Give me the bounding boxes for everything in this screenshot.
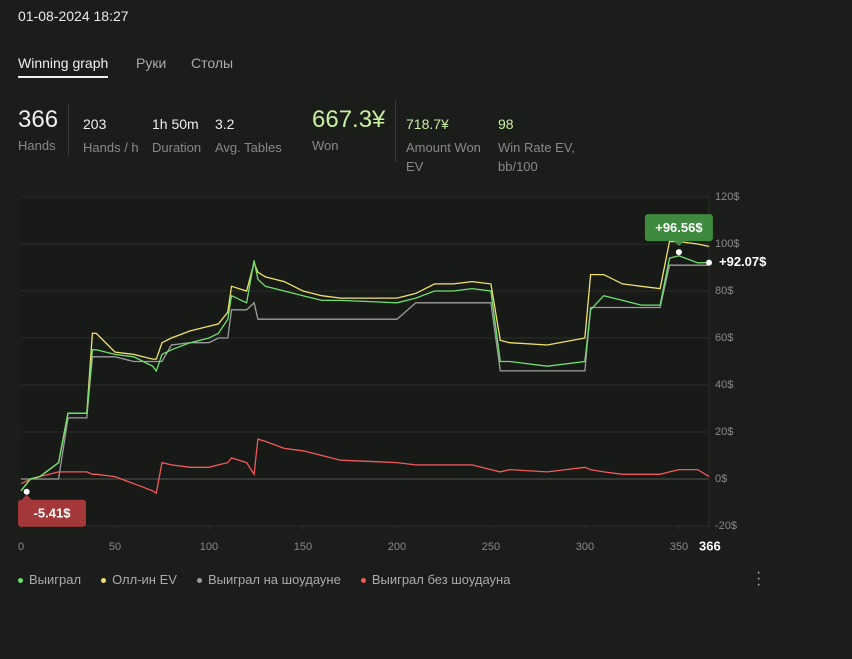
x-tick-label: 250 xyxy=(482,541,500,553)
stat-value: 366 xyxy=(18,106,59,133)
legend-item[interactable]: Выиграл xyxy=(18,572,81,587)
annotation-pointer xyxy=(673,241,684,247)
series-line xyxy=(20,255,710,492)
legend-marker xyxy=(18,578,23,584)
x-tick-label: 0 xyxy=(18,541,24,553)
legend-label: Выиграл xyxy=(29,572,82,587)
series-line xyxy=(20,438,710,495)
stat-label: Win Rate EV, bb/100 xyxy=(498,140,575,174)
tab[interactable]: Руки xyxy=(136,55,167,71)
stat-value: 667.3¥ xyxy=(312,106,386,133)
divider xyxy=(68,104,69,156)
x-tick-label: 100 xyxy=(200,541,218,553)
plot-area xyxy=(21,197,709,526)
legend-marker xyxy=(196,578,202,584)
stat: 667.3¥ Won xyxy=(312,106,385,155)
stat-value: 3.2 xyxy=(215,116,235,132)
legend-marker xyxy=(101,578,107,584)
stat-label: Amount Won EV xyxy=(406,140,481,174)
stat-label: Hands xyxy=(18,138,56,153)
stat-value: 1h 50m xyxy=(152,116,199,132)
x-tick-label: 350 xyxy=(670,541,688,553)
y-tick-label: 40$ xyxy=(715,379,733,391)
x-tick-label: 366 xyxy=(699,538,721,553)
tab[interactable]: Столы xyxy=(191,55,234,71)
stat: 1h 50m Duration xyxy=(152,116,201,157)
stat: 3.2 Avg. Tables xyxy=(215,116,282,157)
stat-value: 718.7¥ xyxy=(406,116,449,132)
annotation-label: +92.07$ xyxy=(719,254,767,269)
stat: 203 Hands / h xyxy=(83,116,139,157)
series-line xyxy=(20,240,710,492)
stat-label: Won xyxy=(312,138,339,153)
tab[interactable]: Winning graph xyxy=(18,55,109,78)
annotation-label: -5.41$ xyxy=(34,506,72,521)
legend-label: Выиграл на шоудауне xyxy=(207,572,341,587)
y-tick-label: -20$ xyxy=(715,520,737,532)
menu-button[interactable]: · · · xyxy=(756,564,762,593)
x-tick-label: 300 xyxy=(576,541,594,553)
annotation-point xyxy=(675,249,682,256)
y-tick-label: 80$ xyxy=(715,285,733,297)
stat-value: 98 xyxy=(498,116,514,132)
stat: 366 Hands xyxy=(18,106,58,155)
y-tick-label: 0$ xyxy=(715,473,727,485)
x-tick-label: 150 xyxy=(294,541,312,553)
y-tick-label: 60$ xyxy=(715,332,733,344)
annotation-point xyxy=(706,259,712,266)
legend-label: Олл-ин EV xyxy=(112,572,177,587)
stat-label: Hands / h xyxy=(83,140,139,155)
annotation-box xyxy=(18,499,86,527)
y-tick-label: 120$ xyxy=(715,191,739,203)
stat-label: Duration xyxy=(152,140,202,155)
series-line xyxy=(21,264,709,480)
annotation-label: +96.56$ xyxy=(655,220,703,235)
legend-item[interactable]: Олл-ин EV xyxy=(101,572,177,587)
legend-marker xyxy=(360,578,366,584)
y-tick-label: 100$ xyxy=(715,238,739,250)
stat: 718.7¥ Amount Won EV xyxy=(406,116,491,176)
legend-item[interactable]: Выиграл без шоудауна xyxy=(360,572,511,587)
annotation-point xyxy=(23,488,30,495)
datetime: 01-08-2024 18:27 xyxy=(18,8,129,24)
legend-item[interactable]: Выиграл на шоудауне xyxy=(196,572,341,587)
stat-label: Avg. Tables xyxy=(215,140,282,155)
divider xyxy=(395,100,396,162)
x-tick-label: 200 xyxy=(388,541,406,553)
x-tick-label: 50 xyxy=(109,541,121,553)
legend-label: Выиграл без шоудауна xyxy=(371,572,511,587)
chart: -20$ 0$ 20$ 40$ 60$ 80$ 100$ 120$ 0 50 100 150 200 25… xyxy=(18,191,767,554)
stat-value: 203 xyxy=(83,116,107,132)
legend: Выиграл Олл-ин EV Выиграл на шоудауне Выигр… xyxy=(18,572,510,587)
stat: 98 Win Rate EV, bb/100 xyxy=(498,116,578,176)
y-tick-label: 20$ xyxy=(715,426,733,438)
annotation-box xyxy=(644,214,713,242)
annotation-pointer xyxy=(21,494,32,500)
